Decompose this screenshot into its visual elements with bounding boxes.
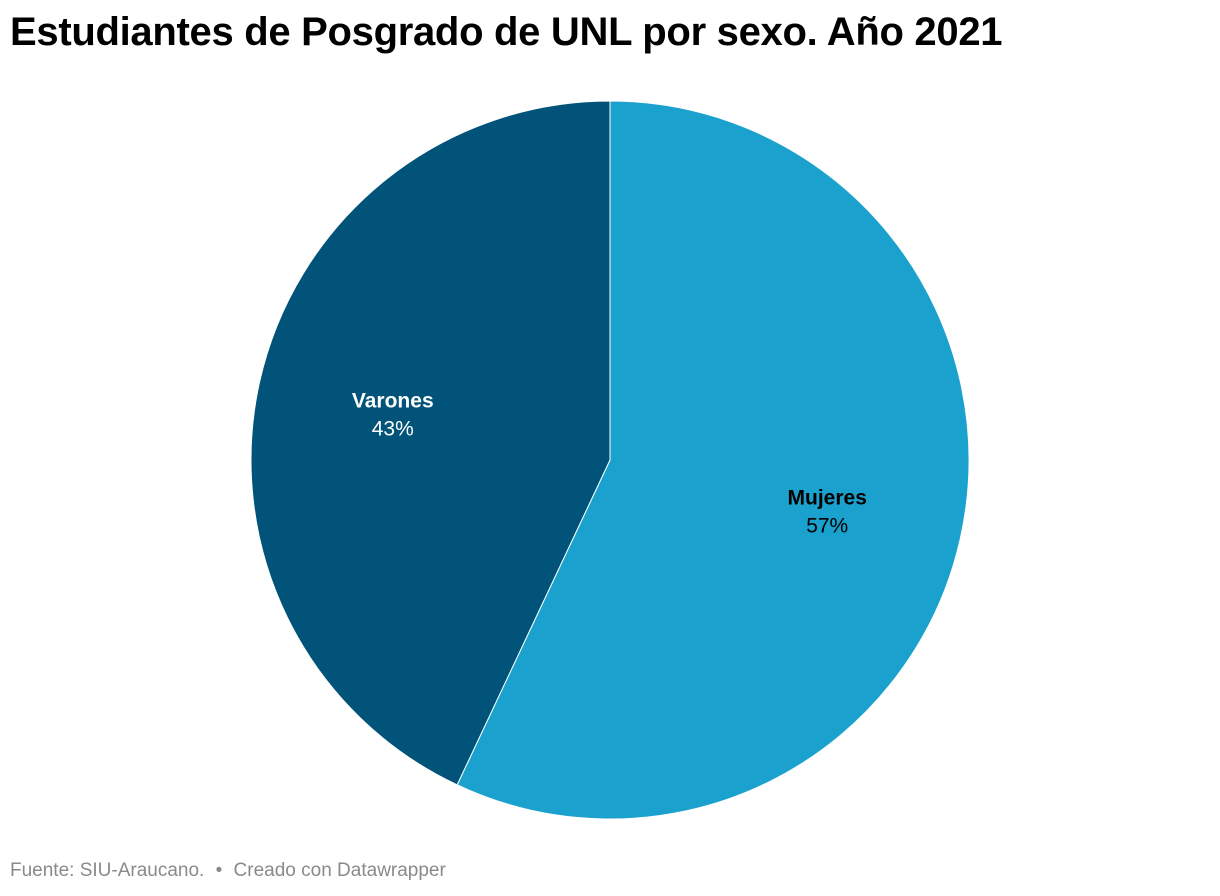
source-note: Fuente: SIU-Araucano. [10,860,205,881]
chart-footer: Fuente: SIU-Araucano. • Creado con Dataw… [10,860,446,882]
pie-slice-mujeres [456,100,970,820]
slice-value-mujeres: 57% [806,515,848,538]
chart-title: Estudiantes de Posgrado de UNL por sexo.… [10,10,1003,54]
footer-separator: • [215,860,223,881]
slice-label-mujeres: Mujeres [788,487,867,510]
pie-slice-varones [250,100,611,786]
credit-link[interactable]: Creado con Datawrapper [233,860,446,881]
slice-value-varones: 43% [372,417,414,440]
slice-label-varones: Varones [352,389,434,412]
